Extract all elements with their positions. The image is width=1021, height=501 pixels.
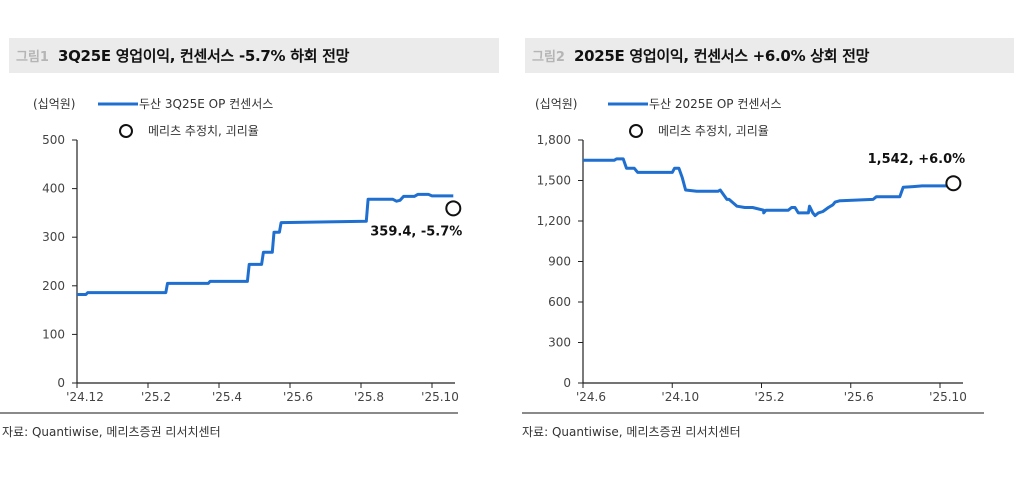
figure-2-panel: 그림2 2025E 영업이익, 컨센서스 +6.0% 상회 전망 (십억원) 두산… — [510, 0, 1014, 501]
y-tick-label: 300 — [42, 230, 65, 244]
legend-label-estimate: 메리츠 추정치, 괴리율 — [148, 124, 259, 138]
figure-1-panel: 그림1 3Q25E 영업이익, 컨센서스 -5.7% 하회 전망 (십억원) 두산… — [0, 0, 500, 501]
y-tick-label: 300 — [548, 336, 571, 350]
y-tick-label: 100 — [42, 327, 65, 341]
x-tick-label: '25.8 — [354, 390, 384, 404]
x-tick-label: '25.10 — [421, 390, 459, 404]
estimate-point-marker — [945, 175, 962, 192]
x-tick-label: '25.4 — [212, 390, 242, 404]
y-tick-label: 1,200 — [537, 214, 571, 228]
figure-1-source-divider — [0, 412, 458, 414]
legend-circle-marker-icon — [119, 124, 133, 138]
y-tick-label: 1,500 — [537, 174, 571, 188]
x-tick-label: '24.10 — [661, 390, 699, 404]
consensus-series-line — [77, 192, 454, 296]
x-tick-label: '25.6 — [844, 390, 874, 404]
legend-label-estimate: 메리츠 추정치, 괴리율 — [658, 124, 769, 138]
x-tick-label: '24.12 — [66, 390, 104, 404]
legend-label-consensus: 두산 3Q25E OP 컨센서스 — [139, 97, 273, 111]
y-tick-label: 0 — [563, 376, 571, 390]
y-tick-label: 0 — [57, 376, 65, 390]
y-axis-unit-label: (십억원) — [535, 97, 577, 111]
figure-2-source-divider — [522, 412, 984, 414]
figure-1-title: 3Q25E 영업이익, 컨센서스 -5.7% 하회 전망 — [57, 47, 350, 65]
figure-2-title: 2025E 영업이익, 컨센서스 +6.0% 상회 전망 — [573, 47, 870, 65]
figure-2-source: 자료: Quantiwise, 메리츠증권 리서치센터 — [522, 425, 741, 439]
x-tick-label: '24.6 — [576, 390, 606, 404]
x-tick-label: '25.6 — [283, 390, 313, 404]
legend-label-consensus: 두산 2025E OP 컨센서스 — [649, 97, 782, 111]
y-tick-label: 1,800 — [537, 133, 571, 147]
figure-2-number: 그림2 — [532, 50, 565, 65]
x-tick-label: '25.2 — [754, 390, 784, 404]
y-tick-label: 200 — [42, 279, 65, 293]
y-axis-unit-label: (십억원) — [33, 97, 75, 111]
figure-2-title-bar: 그림2 2025E 영업이익, 컨센서스 +6.0% 상회 전망 — [525, 38, 1014, 73]
y-tick-label: 500 — [42, 133, 65, 147]
figure-1-title-bar: 그림1 3Q25E 영업이익, 컨센서스 -5.7% 하회 전망 — [9, 38, 499, 73]
estimate-point-marker — [445, 200, 462, 217]
y-tick-label: 600 — [548, 295, 571, 309]
legend-circle-marker-icon — [629, 124, 643, 138]
consensus-series-line — [583, 157, 954, 218]
y-tick-label: 400 — [42, 182, 65, 196]
estimate-annotation-label: 1,542, +6.0% — [868, 152, 966, 167]
figure-1-number: 그림1 — [16, 50, 49, 65]
y-tick-label: 900 — [548, 255, 571, 269]
figure-1-source: 자료: Quantiwise, 메리츠증권 리서치센터 — [2, 425, 221, 439]
x-tick-label: '25.10 — [929, 390, 967, 404]
estimate-annotation-label: 359.4, -5.7% — [370, 224, 462, 239]
x-tick-label: '25.2 — [141, 390, 171, 404]
